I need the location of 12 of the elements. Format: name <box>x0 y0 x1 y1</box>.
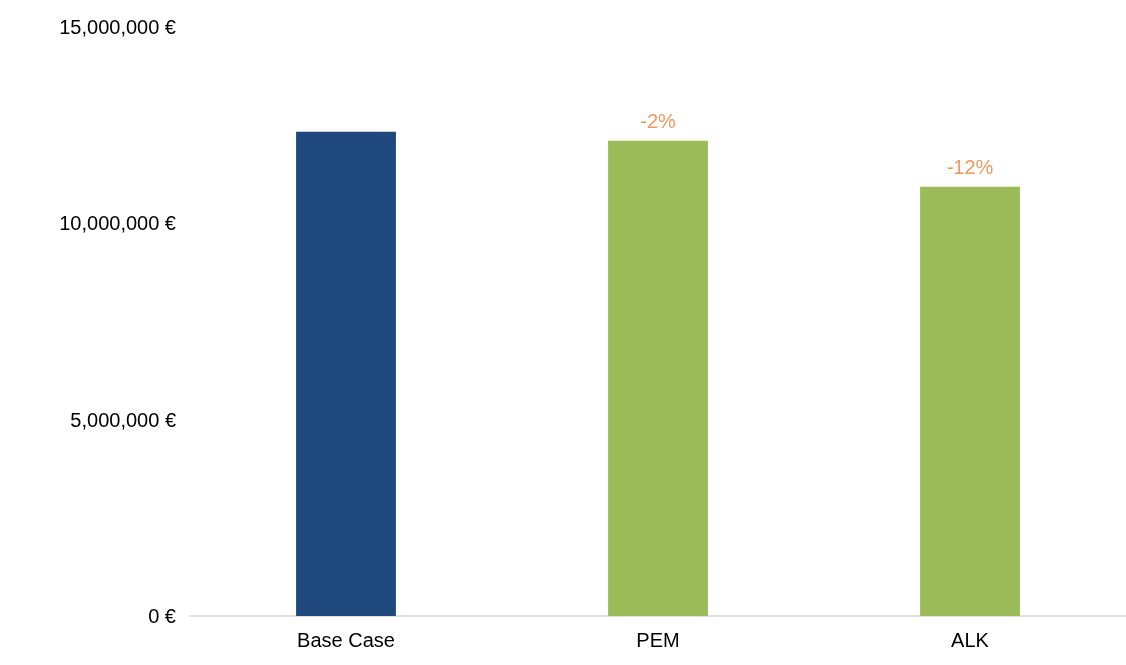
y-tick-label: 0 € <box>148 605 176 627</box>
y-tick-label: 10,000,000 € <box>59 212 176 235</box>
bar <box>608 140 708 616</box>
bar <box>920 186 1020 616</box>
y-tick-label: 15,000,000 € <box>59 16 176 38</box>
annotation: -2% <box>640 109 676 132</box>
annotation: -12% <box>946 155 994 178</box>
x-tick-label: ALK <box>951 629 990 651</box>
x-tick-label: PEM <box>636 629 680 651</box>
bar <box>296 131 396 616</box>
x-tick-label: Base Case <box>297 629 395 651</box>
y-tick-label: 5,000,000 € <box>70 408 176 431</box>
